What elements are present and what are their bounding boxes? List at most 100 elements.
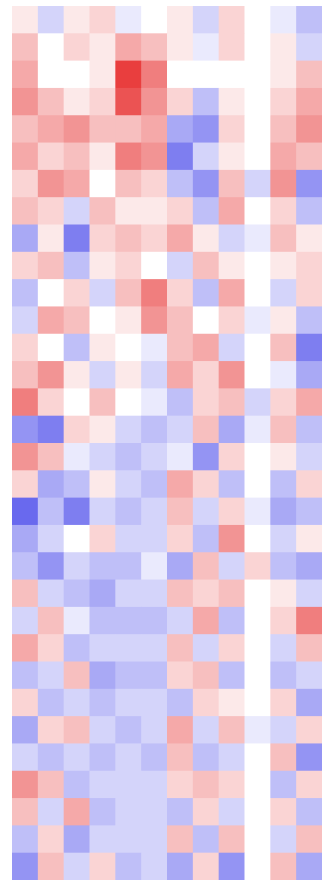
heatmap-cell [141,251,168,280]
heatmap-cell [63,606,90,635]
heatmap-cell [244,361,271,389]
heatmap-cell [141,33,168,62]
heatmap-cell [296,825,322,854]
heatmap-cell [63,798,90,826]
heatmap-cell [63,142,90,171]
heatmap-cells [12,6,322,880]
heatmap-cell [192,60,220,89]
heatmap-cell [244,852,271,880]
heatmap-cell [167,333,194,362]
heatmap-cell [37,852,65,880]
heatmap-cell [296,279,322,307]
heatmap-cell [167,688,194,717]
heatmap-cell [167,661,194,690]
heatmap-cell [12,470,39,499]
heatmap-cell [270,770,297,799]
heatmap-cell [167,6,194,34]
heatmap-cell [12,388,39,417]
heatmap-cell [218,361,245,389]
heatmap-cell [63,197,90,225]
heatmap-cell [37,224,65,253]
heatmap-cell [89,306,116,335]
heatmap-cell [270,688,297,717]
heatmap-cell [244,443,271,471]
heatmap-cell [244,579,271,608]
heatmap-cell [37,169,65,198]
heatmap-cell [115,770,142,799]
heatmap-cell [167,470,194,499]
heatmap-cell [115,552,142,581]
heatmap-cell [167,115,194,144]
heatmap-cell [37,524,65,553]
heatmap-cell [296,197,322,225]
heatmap-cell [296,552,322,581]
heatmap-cell [115,115,142,144]
heatmap-cell [192,634,220,662]
heatmap-cell [192,333,220,362]
heatmap-cell [244,688,271,717]
heatmap-cell [192,770,220,799]
heatmap-cell [244,279,271,307]
heatmap-cell [37,634,65,662]
heatmap-cell [192,388,220,417]
heatmap-cell [63,33,90,62]
heatmap-cell [141,306,168,335]
heatmap-cell [270,197,297,225]
heatmap-cell [37,497,65,526]
heatmap-cell [192,142,220,171]
heatmap-cell [141,197,168,225]
heatmap-cell [37,333,65,362]
heatmap-cell [141,852,168,880]
heatmap-cell [37,279,65,307]
heatmap-cell [141,87,168,116]
heatmap-cell [115,333,142,362]
heatmap-cell [37,552,65,581]
heatmap-cell [296,798,322,826]
heatmap-cell [270,852,297,880]
heatmap-cell [89,361,116,389]
heatmap-cell [37,415,65,444]
heatmap-cell [167,497,194,526]
heatmap-cell [244,606,271,635]
heatmap-cell [296,333,322,362]
heatmap-cell [115,251,142,280]
heatmap-cell [192,497,220,526]
heatmap-cell [167,770,194,799]
heatmap-cell [218,606,245,635]
heatmap-cell [141,169,168,198]
heatmap-cell [37,60,65,89]
heatmap-cell [192,743,220,772]
heatmap-cell [270,6,297,34]
heatmap-cell [63,552,90,581]
heatmap-cell [192,415,220,444]
heatmap-cell [63,87,90,116]
heatmap-cell [270,388,297,417]
heatmap-cell [89,470,116,499]
heatmap-cell [37,470,65,499]
heatmap-cell [244,798,271,826]
heatmap-cell [296,852,322,880]
heatmap-cell [89,852,116,880]
heatmap-cell [218,197,245,225]
heatmap-cell [63,825,90,854]
heatmap-cell [244,33,271,62]
heatmap-cell [167,798,194,826]
heatmap-cell [115,524,142,553]
heatmap-cell [12,661,39,690]
heatmap-cell [63,169,90,198]
heatmap-cell [37,142,65,171]
heatmap-cell [244,60,271,89]
heatmap-cell [167,552,194,581]
heatmap-cell [115,388,142,417]
heatmap-cell [115,224,142,253]
heatmap-cell [89,224,116,253]
heatmap-cell [89,770,116,799]
heatmap-cell [63,115,90,144]
heatmap-cell [12,142,39,171]
heatmap-cell [192,443,220,471]
heatmap-cell [12,87,39,116]
heatmap-cell [63,361,90,389]
heatmap-cell [63,6,90,34]
heatmap-cell [141,688,168,717]
heatmap-cell [141,279,168,307]
